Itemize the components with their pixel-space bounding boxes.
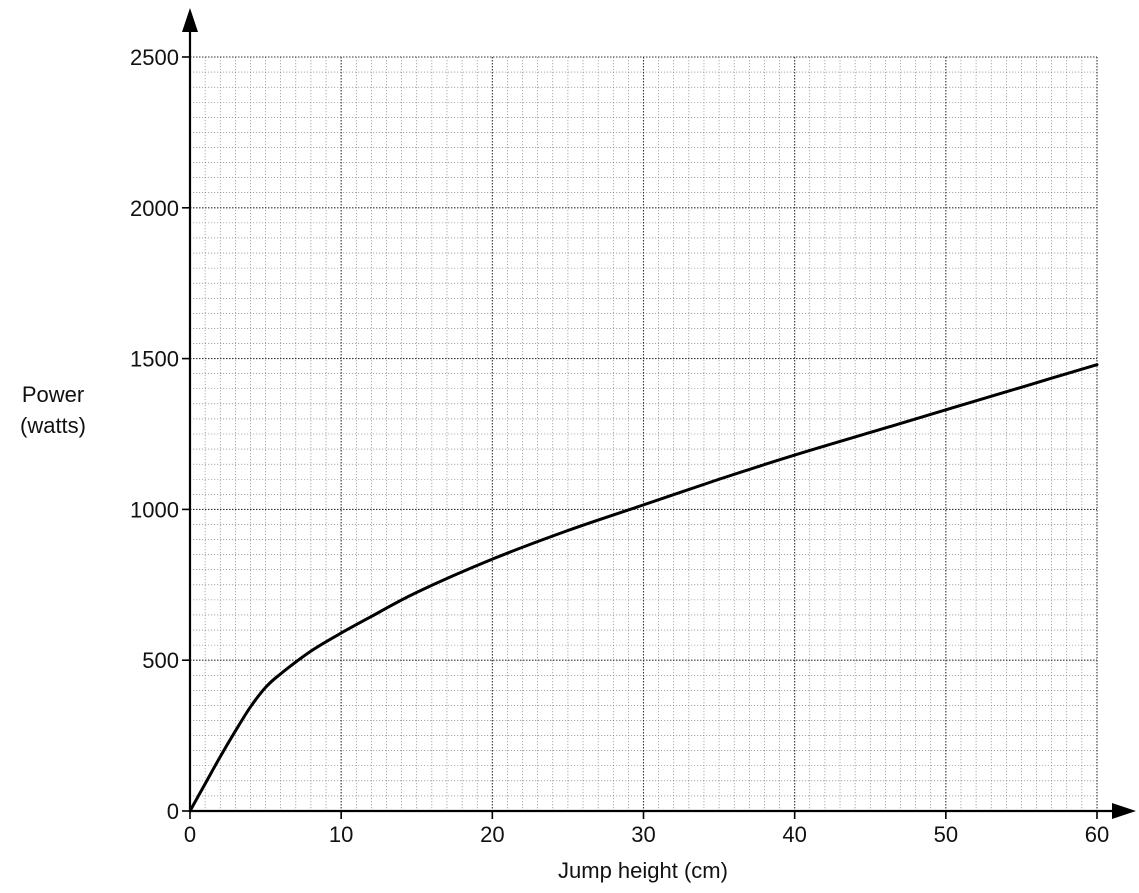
x-tick-label: 40 <box>782 822 806 847</box>
y-axis-arrowhead <box>182 8 198 32</box>
x-tick-label: 30 <box>631 822 655 847</box>
x-tick-label: 20 <box>480 822 504 847</box>
y-tick-label: 2000 <box>130 196 179 221</box>
x-tick-label: 10 <box>329 822 353 847</box>
minor-gridlines <box>190 57 1097 811</box>
x-axis-label: Jump height (cm) <box>558 858 728 883</box>
y-tick-labels: 0 500 1000 1500 2000 2500 <box>130 45 179 824</box>
x-tick-label: 0 <box>184 822 196 847</box>
y-tick-label: 1500 <box>130 347 179 372</box>
y-axis-label-line-1: Power <box>22 382 84 407</box>
x-tick-labels: 0 10 20 30 40 50 60 <box>184 822 1109 847</box>
axes <box>182 8 1136 819</box>
x-tick-label: 50 <box>934 822 958 847</box>
y-tick-label: 0 <box>167 799 179 824</box>
power-curve <box>188 363 1099 813</box>
y-axis-label-line-2: (watts) <box>20 413 86 438</box>
x-tick-label: 60 <box>1085 822 1109 847</box>
x-axis-arrowhead <box>1112 803 1136 819</box>
data-series <box>188 363 1099 813</box>
y-tick-label: 1000 <box>130 497 179 522</box>
y-tick-label: 500 <box>142 648 179 673</box>
y-tick-label: 2500 <box>130 45 179 70</box>
